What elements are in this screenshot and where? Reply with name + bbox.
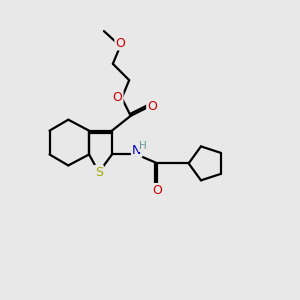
- Text: O: O: [147, 100, 157, 113]
- Text: N: N: [132, 144, 141, 157]
- Text: O: O: [115, 37, 125, 50]
- Text: O: O: [152, 184, 162, 197]
- Text: S: S: [95, 166, 103, 179]
- Text: O: O: [113, 92, 122, 104]
- Text: H: H: [139, 141, 147, 151]
